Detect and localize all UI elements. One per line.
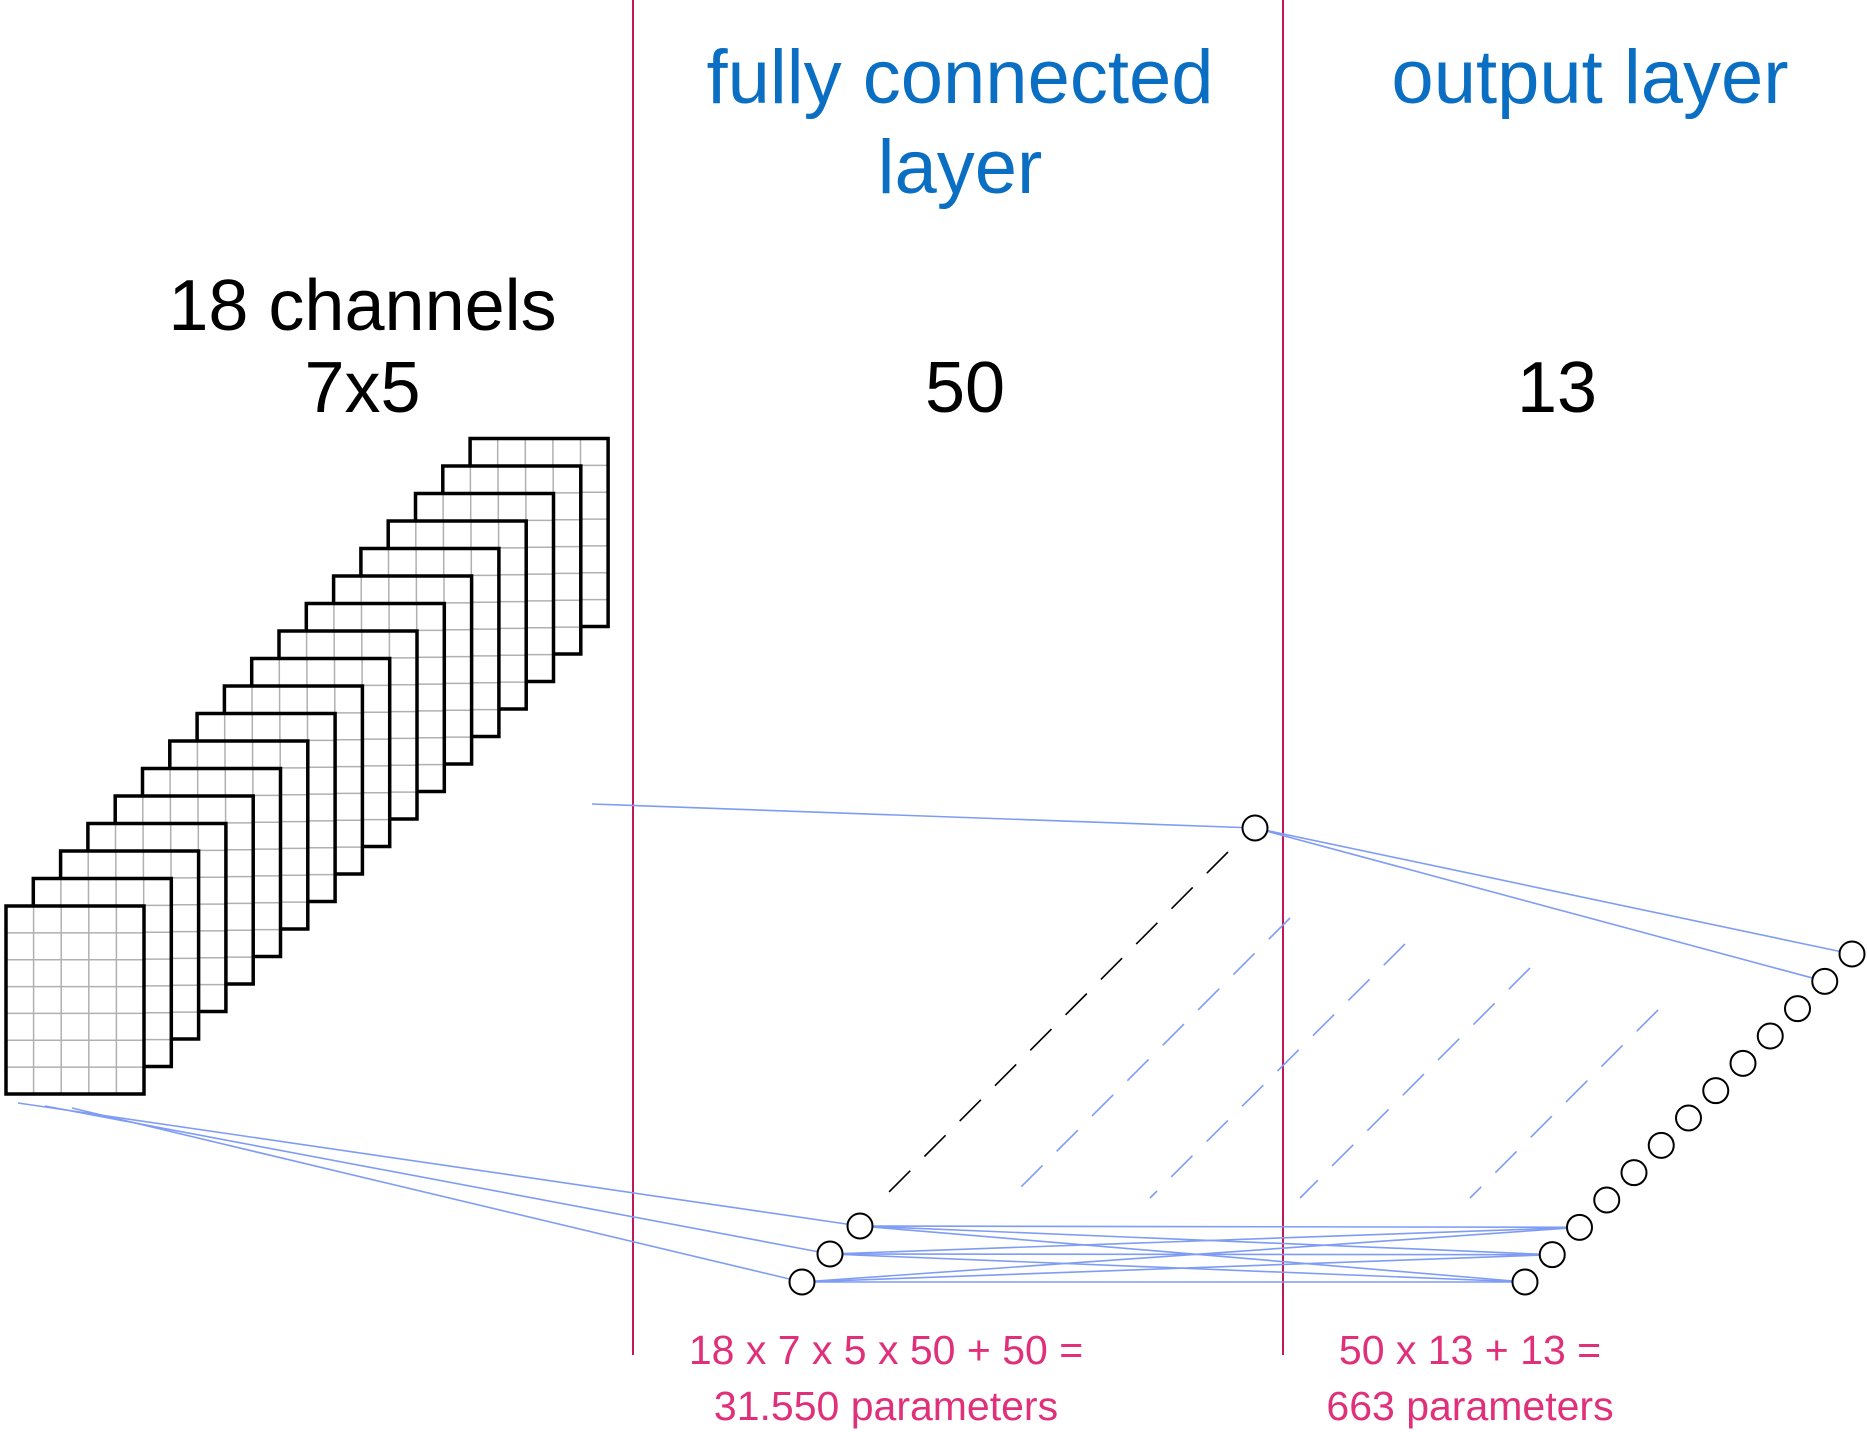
fully-connected-header-line2: layer — [877, 125, 1043, 210]
fully-connected-header-line1: fully connected — [706, 35, 1214, 120]
input-to-fc-connection — [17, 1102, 861, 1227]
output-neuron — [1538, 1241, 1566, 1269]
output-neuron — [1647, 1131, 1675, 1159]
fc-neuron — [788, 1268, 816, 1296]
ellipsis-dashed-line — [1149, 943, 1406, 1199]
output-neuron — [1702, 1077, 1730, 1105]
output-neuron — [1675, 1104, 1702, 1132]
output-parameter-total: 663 parameters — [1326, 1383, 1614, 1429]
output-neuron — [1620, 1159, 1648, 1187]
fc-parameter-total: 31.550 parameters — [713, 1383, 1059, 1429]
fc-to-output-connection — [1254, 827, 1825, 983]
output-neuron — [1566, 1213, 1593, 1241]
fc-to-output-connection — [829, 1226, 1580, 1255]
fc-neuron — [816, 1240, 844, 1268]
fc-neuron — [1241, 814, 1269, 842]
input-to-fc-connection — [44, 1105, 831, 1255]
ellipsis-dashed-line — [1009, 917, 1291, 1199]
output-neuron — [1756, 1022, 1784, 1050]
ellipsis-dashed-line — [884, 851, 1229, 1197]
input-to-fc-connection — [71, 1107, 803, 1283]
fc-neuron — [846, 1212, 874, 1240]
output-neuron — [1593, 1186, 1621, 1214]
fc-to-output-connection — [1254, 827, 1853, 955]
output-parameter-formula: 50 x 13 + 13 = — [1338, 1327, 1602, 1373]
fc-units-label: 50 — [924, 348, 1006, 428]
input-channels-label: 18 channels — [168, 266, 557, 346]
output-neuron — [1838, 940, 1866, 968]
input-to-fc-connection — [591, 803, 1256, 829]
output-layer-header: output layer — [1391, 35, 1789, 120]
output-neuron — [1784, 995, 1811, 1023]
channel-grid-fill — [6, 906, 144, 1094]
output-units-label: 13 — [1516, 348, 1598, 428]
fc-to-output-connection — [859, 1225, 1580, 1229]
connection-lines — [17, 803, 1853, 1283]
output-neuron — [1811, 967, 1839, 995]
fc-to-output-connection — [801, 1226, 1580, 1283]
fc-parameter-formula: 18 x 7 x 5 x 50 + 50 = — [688, 1327, 1084, 1373]
channel-grid — [4, 904, 146, 1096]
neuron-layer-nodes — [788, 814, 1866, 1296]
ellipsis-dashed-line — [1469, 1009, 1659, 1199]
channel-grid-frame — [4, 904, 146, 1096]
ellipsis-dashed-line — [1299, 967, 1531, 1199]
fc-to-output-connection — [801, 1253, 1553, 1283]
input-size-label: 7x5 — [304, 348, 421, 428]
output-neuron — [1511, 1268, 1539, 1296]
output-neuron — [1729, 1049, 1757, 1077]
input-channel-stack — [4, 436, 610, 1096]
